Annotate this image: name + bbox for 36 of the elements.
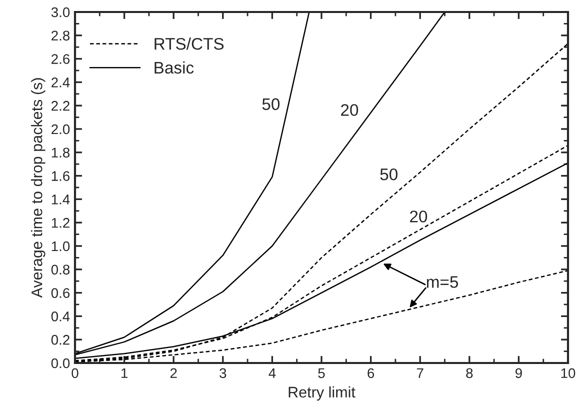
- x-tick-label: 7: [416, 368, 424, 378]
- y-tick-label: 0.6: [51, 288, 70, 298]
- x-axis-title: Retry limit: [288, 386, 356, 401]
- x-tick-label: 9: [515, 368, 522, 378]
- y-tick-label: 2.0: [52, 124, 70, 134]
- y-tick-label: 0.4: [51, 312, 70, 322]
- annotation: 50: [380, 168, 398, 180]
- y-tick-label: 1.0: [52, 241, 70, 252]
- y-tick-label: 1.6: [52, 171, 70, 181]
- x-tick-label: 10: [561, 368, 576, 378]
- x-tick-label: 8: [466, 368, 473, 378]
- y-tick-label: 2.2: [52, 100, 70, 111]
- x-tick-label: 5: [318, 368, 325, 378]
- legend-label: RTS/CTS: [154, 38, 224, 50]
- x-tick-label: 2: [170, 368, 177, 378]
- y-tick-label: 1.8: [52, 148, 70, 158]
- x-tick-label: 1: [121, 368, 128, 378]
- annotation: 20: [410, 210, 428, 222]
- y-axis-title: Average time to drop packets (s): [31, 78, 46, 298]
- x-tick-label: 6: [368, 368, 374, 378]
- annotation: 20: [341, 104, 358, 116]
- x-tick-label: 4: [268, 368, 276, 378]
- annotation: 50: [262, 98, 280, 110]
- annotation: m=5: [426, 276, 458, 288]
- y-tick-label: 2.6: [52, 54, 70, 64]
- legend-label: Basic: [154, 61, 194, 74]
- y-tick-label: 0.8: [51, 264, 70, 275]
- x-tick-label: 0: [72, 368, 78, 378]
- y-tick-label: 0.2: [51, 334, 70, 345]
- y-tick-label: 0.0: [51, 358, 70, 368]
- y-tick-label: 1.4: [52, 194, 70, 204]
- y-tick-label: 3.0: [51, 7, 70, 18]
- y-tick-label: 1.2: [52, 218, 70, 228]
- y-tick-label: 2.8: [52, 30, 70, 41]
- x-tick-label: 3: [220, 368, 226, 378]
- y-tick-label: 2.4: [52, 78, 70, 88]
